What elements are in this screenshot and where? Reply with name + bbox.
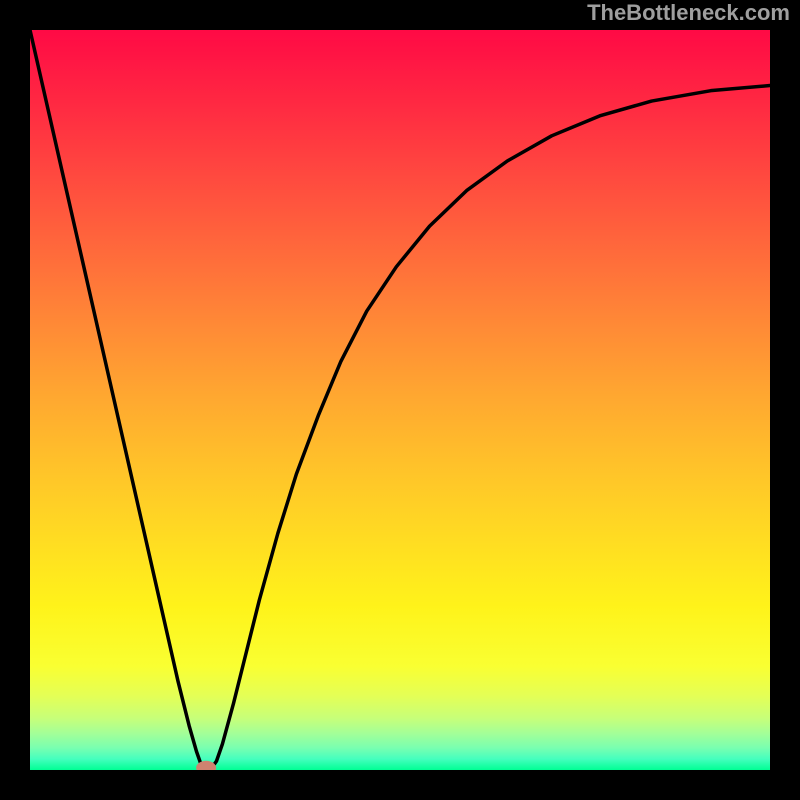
- chart-svg: [30, 30, 770, 770]
- gradient-background: [30, 30, 770, 770]
- chart-container: TheBottleneck.com: [0, 0, 800, 800]
- plot-area: [30, 30, 770, 770]
- watermark: TheBottleneck.com: [587, 0, 790, 26]
